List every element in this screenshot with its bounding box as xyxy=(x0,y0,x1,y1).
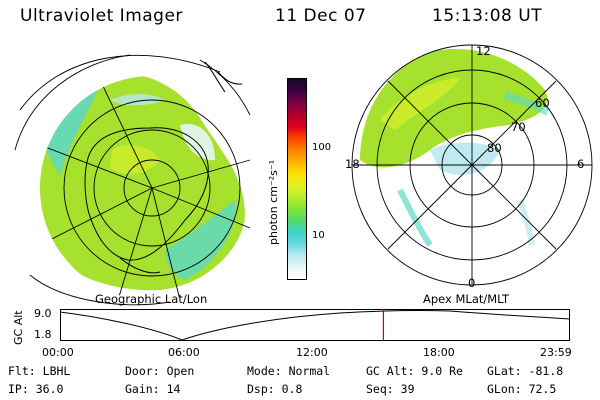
mlat-label-80: 80 xyxy=(487,141,502,155)
time-label: 15:13:08 UT xyxy=(432,6,543,26)
info-glat: GLat: -81.8 xyxy=(487,364,564,378)
timeline-ylabel: GC Alt xyxy=(12,310,25,345)
info-gc-alt: GC Alt: 9.0 Re xyxy=(366,364,463,378)
colorbar-tick-10: 10 xyxy=(312,230,325,241)
colorbar-tick-100: 100 xyxy=(312,142,332,153)
timeline-ytick-bottom: 1.8 xyxy=(34,328,52,341)
info-gain: Gain: 14 xyxy=(125,382,181,396)
instrument-title: Ultraviolet Imager xyxy=(20,6,183,26)
mlat-label-70: 70 xyxy=(511,120,526,134)
mlat-label-60: 60 xyxy=(535,96,550,110)
colorbar-title: photon cm⁻²s⁻¹ xyxy=(267,159,280,245)
info-dsp: Dsp: 0.8 xyxy=(247,382,303,396)
timeline-xtick-1: 06:00 xyxy=(168,346,200,359)
info-mode: Mode: Normal xyxy=(247,364,331,378)
info-seq: Seq: 39 xyxy=(366,382,415,396)
timeline-xtick-0: 00:00 xyxy=(42,346,74,359)
info-door: Door: Open xyxy=(125,364,195,378)
timeline-ytick-top: 9.0 xyxy=(34,307,52,320)
orbit-timeline xyxy=(59,309,571,341)
info-glon: GLon: 72.5 xyxy=(487,382,557,396)
left-panel-label: Geographic Lat/Lon xyxy=(95,292,208,306)
info-flt: Flt: LBHL xyxy=(8,364,71,378)
timeline-xtick-3: 18:00 xyxy=(423,346,455,359)
timeline-xtick-4: 23:59 xyxy=(540,346,572,359)
mlt-label-0: 0 xyxy=(468,276,476,290)
date-label: 11 Dec 07 xyxy=(275,6,367,26)
timeline-xtick-2: 12:00 xyxy=(296,346,328,359)
info-ip: IP: 36.0 xyxy=(8,382,64,396)
mlt-label-18: 18 xyxy=(345,157,360,171)
colorbar xyxy=(287,78,307,280)
mlt-label-6: 6 xyxy=(577,157,585,171)
right-panel-label: Apex MLat/MLT xyxy=(423,292,510,306)
mlt-label-12: 12 xyxy=(476,44,491,58)
